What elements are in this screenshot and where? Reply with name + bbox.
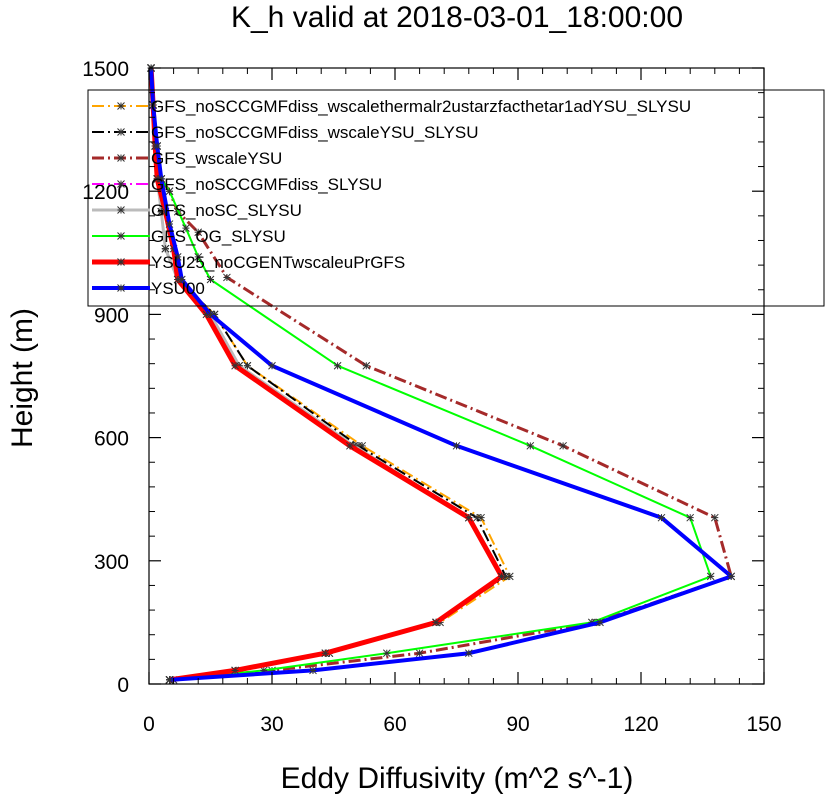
- data-point-ysu25-nocgentwscaleuprgfs: [432, 618, 440, 627]
- data-point-gfs-og-slysu: [382, 649, 391, 658]
- data-point-ysu00: [727, 572, 736, 581]
- x-axis-label: Eddy Diffusivity (m^2 s^-1): [281, 762, 634, 795]
- data-point-gfs-wscaleysu: [362, 361, 371, 370]
- data-point-ysu25-nocgentwscaleuprgfs: [346, 441, 354, 450]
- data-point-gfs-nosccgmfdiss-wscalethermalr2ustarzfacthetar1adysu-slysu: [505, 572, 514, 581]
- x-tick-label: 120: [623, 713, 658, 736]
- plot-area: [147, 64, 736, 684]
- data-point-ysu00: [206, 310, 215, 319]
- legend-label-ysu00: YSU00: [151, 279, 205, 298]
- data-point-ysu25-nocgentwscaleuprgfs: [231, 666, 239, 675]
- data-point-gfs-nosccgmfdiss-wscaleysu-slysu: [473, 513, 481, 522]
- y-tick-label: 600: [94, 428, 129, 451]
- legend-label-gfs-og-slysu: GFS_OG_SLYSU: [151, 227, 286, 246]
- data-point-gfs-nosc-slysu: [157, 207, 166, 216]
- data-point-ysu25-nocgentwscaleuprgfs: [173, 275, 182, 284]
- data-point-gfs-og-slysu: [259, 666, 268, 675]
- data-point-gfs-nosccgmfdiss-wscaleysu-slysu: [243, 361, 252, 370]
- data-point-gfs-wscaleysu: [194, 228, 203, 237]
- data-point-ysu25-nocgentwscaleuprgfs: [464, 513, 473, 522]
- legend-marker-ysu25-nocgentwscaleuprgfs: [117, 258, 125, 266]
- data-point-ysu00: [464, 649, 473, 658]
- data-point-gfs-og-slysu: [206, 275, 215, 284]
- data-point-ysu00: [165, 220, 174, 228]
- data-point-gfs-nosccgmfdiss-wscalethermalr2ustarzfacthetar1adysu-slysu: [358, 441, 367, 450]
- data-point-gfs-nosccgmfdiss-wscalethermalr2ustarzfacthetar1adysu-slysu: [477, 513, 485, 522]
- series-line-gfs-wscaleysu: [149, 67, 733, 682]
- y-tick-label: 1500: [82, 58, 129, 81]
- data-point-gfs-nosccgmfdiss-wscaleysu-slysu: [501, 572, 510, 581]
- x-tick-label: 60: [383, 713, 406, 736]
- data-point-gfs-wscaleysu: [415, 649, 424, 658]
- data-point-ysu00: [268, 361, 276, 370]
- x-tick-label: 90: [506, 713, 529, 736]
- data-point-gfs-wscaleysu: [710, 513, 719, 522]
- legend-marker-gfs-wscaleysu: [117, 154, 125, 162]
- data-point-ysu00: [452, 441, 461, 450]
- data-point-gfs-wscaleysu: [223, 273, 231, 282]
- legend-marker-gfs-nosccgmfdiss-wscaleysu-slysu: [117, 128, 125, 136]
- legend: GFS_noSCCGMFdiss_wscalethermalr2ustarzfa…: [87, 89, 825, 307]
- legend-marker-ysu00: [117, 284, 125, 292]
- data-point-gfs-og-slysu: [333, 361, 342, 370]
- data-point-ysu00: [149, 101, 157, 109]
- legend-marker-gfs-nosc-slysu: [117, 206, 125, 214]
- data-point-ysu25-nocgentwscaleuprgfs: [497, 572, 506, 581]
- legend-label-gfs-nosc-slysu: GFS_noSC_SLYSU: [151, 201, 302, 220]
- data-point-ysu00: [173, 253, 182, 261]
- data-point-gfs-wscaleysu: [559, 441, 567, 450]
- data-point-gfs-nosc-slysu: [161, 244, 170, 253]
- legend-marker-gfs-nosccgmfdiss-wscalethermalr2ustarzfacthetar1adysu-slysu: [117, 102, 125, 110]
- x-tick-label: 150: [746, 713, 781, 736]
- data-point-ysu00: [177, 275, 186, 284]
- y-tick-label: 300: [94, 551, 129, 574]
- data-point-gfs-og-slysu: [706, 572, 715, 581]
- legend-label-ysu25-nocgentwscaleuprgfs: YSU25_noCGENTwscaleuPrGFS: [151, 253, 405, 272]
- legend-label-gfs-wscaleysu: GFS_wscaleYSU: [151, 149, 282, 168]
- legend-marker-gfs-og-slysu: [117, 232, 125, 240]
- data-point-gfs-og-slysu: [182, 224, 190, 233]
- y-tick-label: 0: [117, 674, 129, 697]
- y-axis-label: Height (m): [6, 308, 39, 448]
- x-tick-label: 0: [143, 713, 155, 736]
- data-point-gfs-og-slysu: [165, 187, 174, 196]
- data-point-ysu25-nocgentwscaleuprgfs: [321, 649, 330, 658]
- y-tick-label: 900: [94, 304, 129, 327]
- data-point-ysu25-nocgentwscaleuprgfs: [153, 175, 162, 183]
- series-line-ysu00: [149, 67, 734, 682]
- series-line-ysu25-nocgentwscaleuprgfs: [148, 67, 505, 683]
- data-point-ysu25-nocgentwscaleuprgfs: [231, 361, 239, 370]
- legend-marker-gfs-nosccgmfdiss-slysu: [117, 180, 125, 188]
- data-point-ysu00: [165, 676, 174, 684]
- data-point-gfs-nosccgmfdiss-wscaleysu-slysu: [210, 310, 219, 319]
- y-tick-label: 1200: [82, 181, 129, 204]
- data-point-gfs-og-slysu: [686, 513, 695, 522]
- legend-box: [87, 89, 825, 307]
- legend-label-gfs-nosccgmfdiss-wscalethermalr2ustarzfacthetar1adysu-slysu: GFS_noSCCGMFdiss_wscalethermalr2ustarzfa…: [151, 97, 691, 116]
- data-point-gfs-og-slysu: [194, 253, 203, 261]
- data-point-ysu00: [157, 175, 166, 183]
- data-point-ysu00: [153, 142, 162, 150]
- chart-title: K_h valid at 2018-03-01_18:00:00: [231, 1, 683, 34]
- legend-label-gfs-nosccgmfdiss-wscaleysu-slysu: GFS_noSCCGMFdiss_wscaleYSU_SLYSU: [151, 123, 479, 142]
- data-point-ysu00: [309, 666, 317, 675]
- data-point-gfs-og-slysu: [526, 441, 535, 450]
- data-point-gfs-nosccgmfdiss-wscaleysu-slysu: [354, 441, 362, 450]
- legend-label-gfs-nosccgmfdiss-slysu: GFS_noSCCGMFdiss_SLYSU: [151, 175, 382, 194]
- data-point-ysu00: [596, 618, 604, 627]
- data-point-ysu00: [657, 513, 666, 522]
- x-tick-label: 30: [260, 713, 283, 736]
- plot-frame: [148, 67, 765, 685]
- data-point-gfs-wscaleysu: [268, 666, 276, 675]
- data-point-ysu25-nocgentwscaleuprgfs: [202, 310, 211, 319]
